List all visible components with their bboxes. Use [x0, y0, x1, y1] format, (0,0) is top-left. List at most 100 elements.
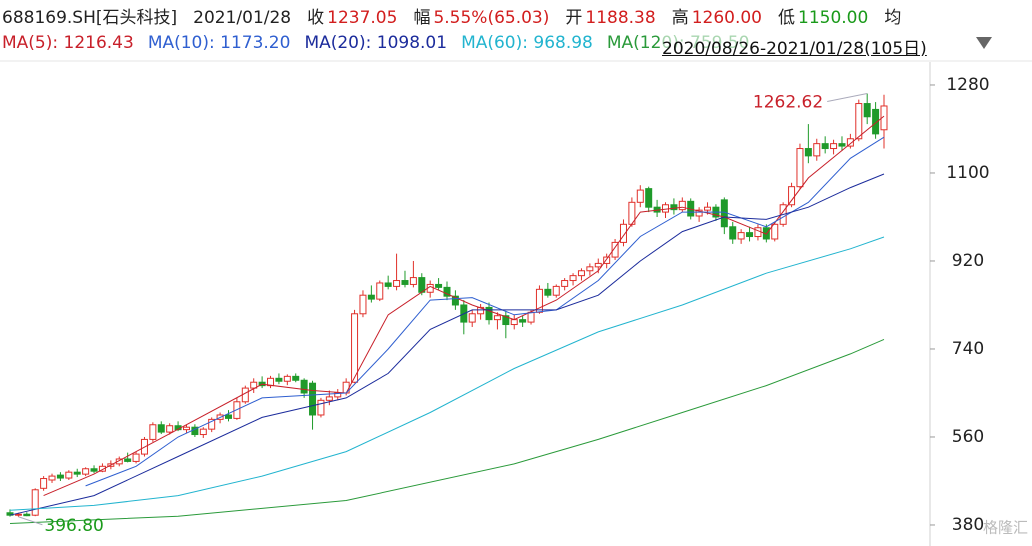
candle-body — [367, 294, 375, 300]
candle-body — [804, 148, 812, 157]
candle-body — [250, 381, 258, 389]
candle-body — [393, 280, 401, 287]
legend-entry: MA(10): 1173.20 — [147, 33, 291, 53]
candle-body — [737, 232, 745, 240]
candle-body — [149, 424, 157, 440]
candle-body — [619, 223, 627, 243]
candle-body — [695, 209, 703, 217]
header-item: 2021/01/28 — [193, 8, 292, 28]
ma-legend: MA(5): 1216.43 MA(10): 1173.20 MA(20): 109… — [2, 33, 764, 53]
candle-body — [569, 275, 577, 282]
candle-body — [334, 392, 342, 398]
candle-body — [603, 256, 611, 264]
candle-body — [40, 478, 48, 489]
candle-body — [451, 295, 459, 306]
candle-body — [594, 262, 602, 268]
header-item: 幅 — [413, 8, 431, 28]
y-tick-label: 380 — [952, 515, 984, 535]
candle-body — [225, 414, 232, 419]
header-item: 1260.00 — [691, 8, 762, 28]
candle-body — [82, 468, 90, 475]
candle-body — [241, 387, 249, 403]
candle-body — [519, 319, 527, 323]
y-tick-label: 920 — [952, 251, 984, 271]
candle-body — [746, 232, 754, 238]
candle-body — [443, 286, 451, 297]
candle-body — [813, 143, 821, 157]
legend-entry: MA(20): 1098.01 — [304, 33, 448, 53]
candle-body — [90, 468, 98, 472]
ma-line — [9, 236, 885, 511]
candle-body — [821, 143, 829, 150]
watermark: 格隆汇 — [983, 519, 1028, 537]
candle-body — [830, 143, 838, 150]
header-item: 收 — [307, 8, 325, 28]
range-label[interactable]: 2020/08/26-2021/01/28(105日) — [662, 34, 927, 59]
candle-body — [98, 465, 106, 472]
dropdown-icon[interactable] — [976, 37, 992, 49]
candle-body — [485, 306, 493, 321]
candle-body — [73, 471, 81, 475]
header-item: 1150.00 — [798, 8, 869, 28]
legend-entry: MA(5): 1216.43 — [2, 33, 134, 53]
header-item: 1188.38 — [585, 8, 656, 28]
candle-body — [124, 458, 132, 462]
candle-body — [586, 266, 594, 272]
candle-body — [275, 377, 283, 382]
candle-body — [788, 186, 796, 206]
candle-body — [510, 319, 518, 326]
candle-body — [872, 108, 880, 135]
candle-body — [636, 189, 644, 203]
candle-body — [552, 285, 560, 296]
candle-body — [435, 283, 443, 288]
candle-body — [317, 399, 325, 416]
candle-body — [796, 148, 804, 188]
candle-body — [678, 200, 686, 211]
candle-body — [23, 513, 31, 517]
candle-body — [56, 474, 64, 479]
candle-body — [502, 315, 510, 326]
candle-body — [157, 424, 165, 433]
candle-body — [754, 227, 762, 238]
candle-body — [65, 471, 73, 479]
min-label: 396.80 — [44, 516, 103, 536]
quote-header: 688169.SH[石头科技] 2021/01/28 收 1237.05 幅 5.55%(… — [2, 3, 904, 28]
candle-body — [14, 513, 22, 516]
candle-body — [670, 204, 678, 211]
header-item: 高 — [671, 8, 689, 28]
candle-body — [283, 375, 291, 382]
max-label: 1262.62 — [753, 92, 823, 112]
header-item: 均 — [884, 8, 902, 28]
candle-body — [838, 143, 846, 147]
candle-body — [309, 382, 317, 416]
ma-line — [43, 115, 885, 497]
candle-body — [855, 103, 863, 140]
candle-body — [468, 313, 476, 323]
candle-body — [771, 223, 779, 240]
candle-body — [577, 270, 585, 277]
candle-body — [115, 458, 123, 465]
ma-line — [9, 338, 885, 524]
candle-body — [182, 426, 190, 431]
candle-body — [863, 103, 871, 118]
candle-body — [48, 475, 56, 481]
y-tick-label: 740 — [952, 339, 984, 359]
candle-body — [493, 315, 501, 321]
candle-body — [292, 375, 300, 381]
candle-body — [645, 188, 653, 208]
annotation-arrow — [18, 516, 43, 526]
header-item: 5.55%(65.03) — [433, 8, 550, 28]
candle-body — [527, 311, 535, 323]
candle-body — [132, 453, 140, 462]
header-item: 1237.05 — [327, 8, 398, 28]
candle-body — [384, 282, 392, 287]
candle-body — [359, 294, 367, 315]
y-tick-label: 1100 — [946, 163, 989, 183]
ma-line — [85, 136, 885, 487]
y-tick-label: 560 — [952, 427, 984, 447]
annotation-arrow — [827, 92, 868, 102]
candle-body — [300, 379, 308, 394]
legend-entry: MA(60): 968.98 — [461, 33, 593, 53]
